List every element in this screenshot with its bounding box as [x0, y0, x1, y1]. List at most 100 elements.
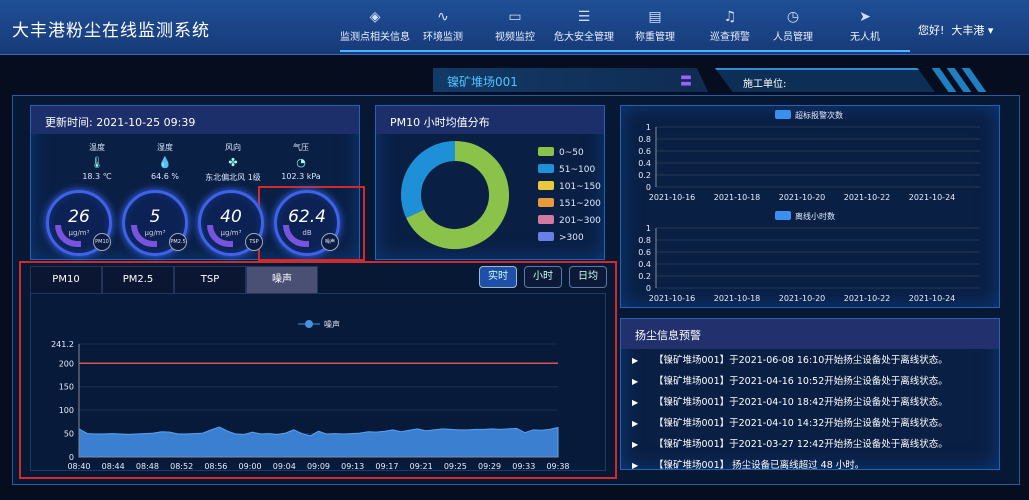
- x-tick: 09:13: [341, 462, 364, 471]
- y-tick: 241.2: [51, 340, 74, 349]
- legend-swatch: [538, 181, 554, 190]
- bell-icon: ♫: [723, 9, 737, 25]
- x-tick: 08:48: [136, 462, 159, 471]
- x-tick: 09:17: [375, 462, 398, 471]
- play-icon: ▶: [632, 398, 639, 407]
- weather-icon: 💧: [158, 156, 172, 169]
- site-tab[interactable]: 镍矿堆场001 〓: [433, 68, 708, 92]
- weather-value: 东北偏北风 1级: [205, 173, 261, 182]
- nav-item[interactable]: ▭ 视频监控: [478, 8, 552, 43]
- gauge-arc: [131, 225, 157, 247]
- nav-item[interactable]: ◷ 人员管理: [756, 8, 830, 43]
- alert-text: 【镍矿堆场001】于2021-04-16 10:52开始扬尘设备处于离线状态。: [654, 376, 948, 387]
- tab-3[interactable]: 噪声: [246, 266, 318, 294]
- legend-swatch: [538, 147, 554, 156]
- range-button[interactable]: 小时: [524, 266, 562, 288]
- gauge: 40 μg/m³ TSP: [198, 190, 264, 256]
- top-header: [0, 0, 1029, 55]
- weather-item: 温度 🌡 18.3 ℃: [62, 142, 132, 181]
- nav-label: 无人机: [850, 32, 880, 43]
- gauge-arc: [207, 225, 233, 247]
- weather-icon: ◔: [296, 156, 306, 169]
- alerts-card: 扬尘信息预警: [620, 318, 1000, 470]
- legend-item[interactable]: 0~50: [538, 147, 584, 158]
- x-tick: 08:56: [204, 462, 227, 471]
- alert-item[interactable]: ▶ 【镍矿堆场001】于2021-03-27 12:42开始扬尘设备处于离线状态。: [632, 436, 948, 450]
- weather-value: 18.3 ℃: [82, 172, 112, 181]
- gauge-unit: μg/m³: [220, 229, 242, 237]
- tab-2[interactable]: TSP: [174, 266, 246, 294]
- legend-swatch: [538, 215, 554, 224]
- gauge-badge: TSP: [245, 233, 263, 251]
- legend-item[interactable]: >300: [538, 232, 584, 243]
- layers-icon: ◈: [369, 9, 381, 25]
- nav-item[interactable]: ☰ 危大安全管理: [547, 8, 621, 43]
- alert-text: 【镍矿堆场001】于2021-03-27 12:42开始扬尘设备处于离线状态。: [654, 439, 948, 450]
- legend-item[interactable]: 151~200: [538, 198, 601, 209]
- alert-item[interactable]: ▶ 【镍矿堆场001】于2021-04-10 14:32开始扬尘设备处于离线状态。: [632, 415, 948, 429]
- legend-swatch: [775, 211, 791, 220]
- x-tick: 09:25: [444, 462, 467, 471]
- weather-label: 气压: [293, 143, 309, 152]
- alert-item[interactable]: ▶ 【镍矿堆场001】于2021-04-10 18:42开始扬尘设备处于离线状态。: [632, 394, 948, 408]
- range-button[interactable]: 日均: [569, 266, 607, 288]
- weather-label: 湿度: [157, 143, 173, 152]
- x-tick: 2021-10-20: [779, 193, 826, 202]
- y-tick: 0.6: [638, 248, 651, 257]
- y-tick: 50: [64, 430, 74, 439]
- weather-label: 风向: [225, 143, 241, 152]
- legend-label: 51~100: [559, 165, 596, 175]
- weather-label: 温度: [89, 143, 105, 152]
- play-icon: ▶: [632, 440, 639, 449]
- legend-item[interactable]: 201~300: [538, 215, 601, 226]
- nav-item[interactable]: ◈ 监测点相关信息: [338, 8, 412, 43]
- gauge-arc: [55, 225, 81, 247]
- legend-marker: [305, 320, 313, 328]
- gauge-unit: dB: [302, 229, 312, 237]
- sliders-icon: ☰: [577, 9, 591, 25]
- user-menu[interactable]: 您好! 大丰港 ▾: [918, 22, 993, 38]
- legend-label: 151~200: [559, 199, 601, 209]
- nav-item[interactable]: ♫ 巡查预警: [693, 8, 767, 43]
- legend-label: 噪声: [324, 319, 340, 329]
- x-tick: 08:52: [170, 462, 193, 471]
- tab-0[interactable]: PM10: [30, 266, 102, 294]
- greeting: 您好!: [918, 24, 945, 37]
- y-tick: 0.6: [638, 147, 651, 156]
- range-button[interactable]: 实时: [479, 266, 517, 288]
- nav-item[interactable]: ▤ 称重管理: [618, 8, 692, 43]
- alert-item[interactable]: ▶ 【镍矿堆场001】于2021-04-16 10:52开始扬尘设备处于离线状态。: [632, 373, 948, 387]
- nav-item[interactable]: ➤ 无人机: [828, 8, 902, 43]
- send-icon: ➤: [859, 9, 871, 25]
- user-name[interactable]: 大丰港 ▾: [951, 24, 994, 37]
- legend-item[interactable]: 51~100: [538, 164, 595, 175]
- update-time: 更新时间: 2021-10-25 09:39: [31, 106, 359, 134]
- weather-icon: ✤: [228, 156, 238, 169]
- y-tick: 0.8: [638, 236, 651, 245]
- trend-highlight-box: [19, 261, 617, 479]
- x-tick: 09:38: [546, 462, 569, 471]
- tab-1[interactable]: PM2.5: [102, 266, 174, 294]
- y-tick: 1: [646, 123, 651, 132]
- noise-chart: 噪声 241.2 200 150 100 50 008:40 08:44 08:48 08:52 0…: [51, 319, 569, 471]
- nav-label: 人员管理: [773, 32, 813, 43]
- x-tick: 2021-10-18: [714, 294, 761, 303]
- x-tick: 2021-10-24: [909, 193, 956, 202]
- menu-icon[interactable]: 〓: [679, 74, 692, 88]
- donut-slice[interactable]: [401, 141, 456, 218]
- gauge-value: 62.4: [288, 207, 326, 227]
- donut-slice[interactable]: [406, 141, 509, 249]
- x-tick: 09:04: [273, 462, 296, 471]
- x-tick: 2021-10-20: [779, 294, 826, 303]
- donut-chart: [401, 141, 509, 249]
- alert-item[interactable]: ▶ 【镍矿堆场001】 扬尘设备已离线超过 48 小时。: [632, 457, 864, 471]
- alert-item[interactable]: ▶ 【镍矿堆场001】于2021-06-08 16:10开始扬尘设备处于离线状态。: [632, 352, 948, 366]
- alerts-title: 扬尘信息预警: [621, 319, 999, 349]
- app-title: 大丰港粉尘在线监测系统: [12, 21, 210, 41]
- x-tick: 09:33: [512, 462, 535, 471]
- nav-item[interactable]: ∿ 环境监测: [406, 8, 480, 43]
- x-tick: 2021-10-22: [844, 193, 891, 202]
- noise-area: [78, 426, 559, 458]
- legend-item[interactable]: 101~150: [538, 181, 601, 192]
